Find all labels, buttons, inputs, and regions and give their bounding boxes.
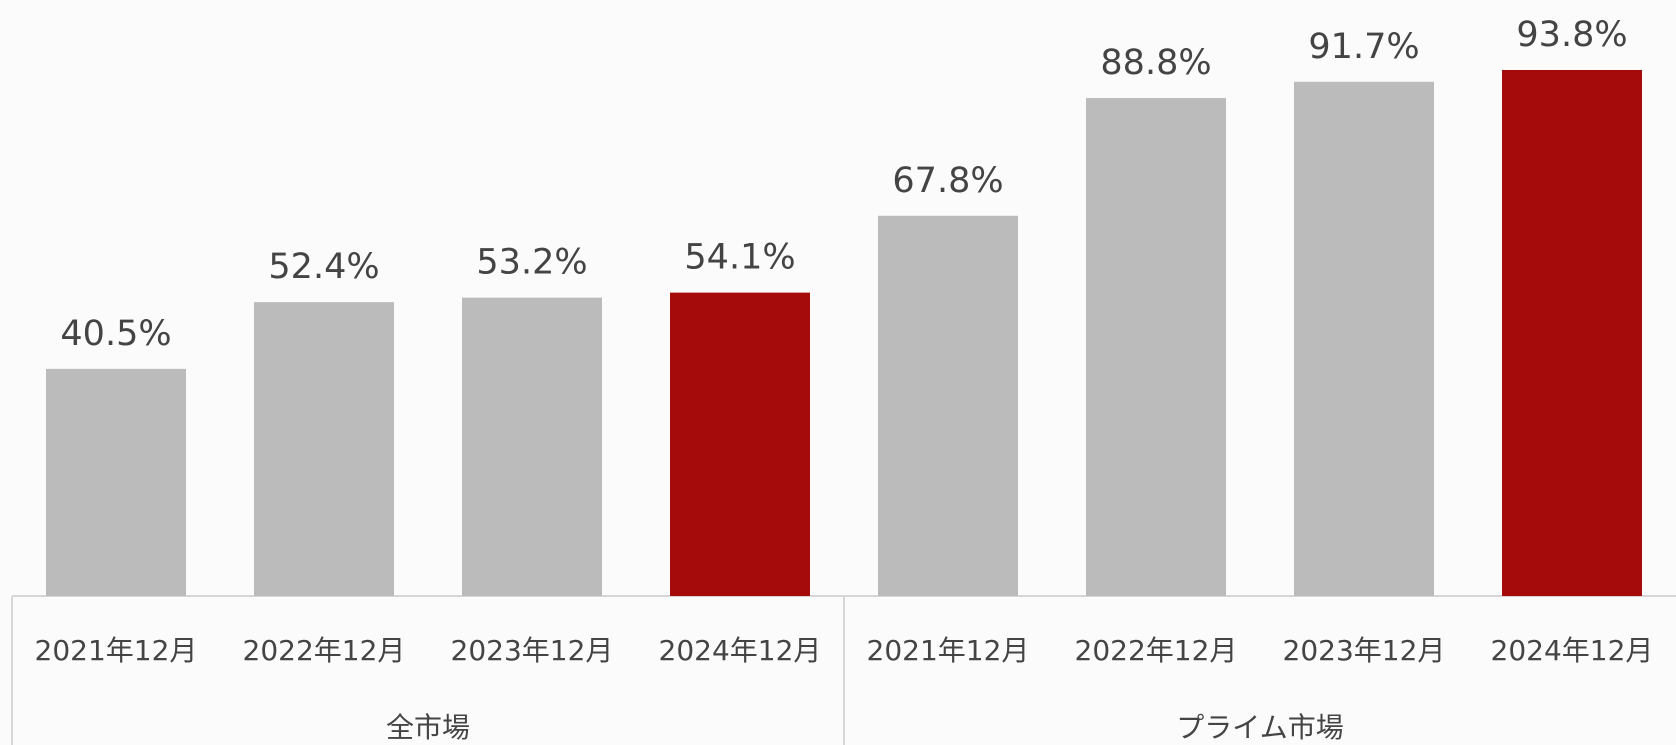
x-tick-label: 2023年12月 [1283,634,1446,667]
value-label: 91.7% [1308,27,1419,67]
value-label: 54.1% [684,238,795,278]
x-tick-label: 2022年12月 [243,634,406,667]
bar [878,215,1018,597]
bar [46,368,186,596]
bar [1502,70,1642,596]
group-label: プライム市場 [1176,711,1343,744]
x-tick-label: 2022年12月 [1075,634,1238,667]
x-tick-label: 2021年12月 [867,634,1030,667]
bar [254,302,394,596]
value-label: 53.2% [476,243,587,283]
bar [1294,81,1434,596]
value-label: 52.4% [268,247,379,287]
bar [1086,98,1226,596]
x-tick-label: 2024年12月 [1491,634,1654,667]
bar [670,292,810,596]
value-label: 88.8% [1100,43,1211,83]
x-tick-label: 2024年12月 [659,634,822,667]
x-tick-label: 2023年12月 [451,634,614,667]
value-label: 93.8% [1516,15,1627,55]
x-tick-label: 2021年12月 [35,634,198,667]
group-label: 全市場 [386,711,470,744]
value-label: 67.8% [892,161,1003,201]
bar [462,297,602,596]
value-label: 40.5% [60,314,171,354]
